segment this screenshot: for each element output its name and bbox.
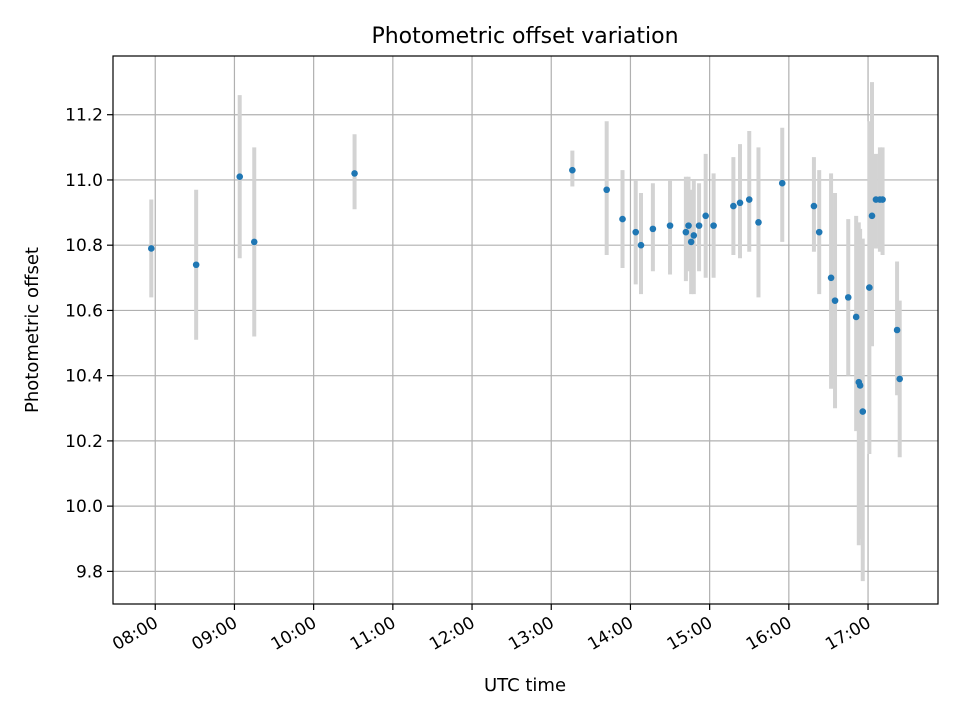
y-tick-label: 11.0 (65, 171, 103, 191)
data-point (682, 228, 690, 236)
x-axis-label: UTC time (484, 675, 566, 696)
data-point (866, 284, 873, 291)
data-points (147, 166, 904, 415)
grid-lines (113, 56, 938, 604)
data-point (687, 238, 695, 246)
data-point (685, 222, 692, 229)
data-point (859, 408, 867, 415)
data-point (637, 241, 645, 249)
x-tick-label: 11:00 (347, 613, 399, 655)
data-point (879, 196, 886, 203)
data-point (844, 294, 852, 301)
data-point (745, 196, 753, 203)
chart-title: Photometric offset variation (371, 24, 678, 49)
data-point (351, 170, 358, 177)
data-point (619, 215, 626, 223)
data-point (236, 173, 244, 180)
data-point (893, 326, 901, 334)
x-tick-label: 17:00 (822, 613, 874, 655)
data-point (730, 202, 737, 210)
data-point (690, 232, 698, 239)
y-tick-label: 10.4 (65, 367, 103, 387)
x-tick-label: 09:00 (189, 613, 241, 655)
data-point (603, 186, 610, 194)
x-tick-label: 10:00 (268, 613, 320, 655)
data-point (702, 212, 709, 220)
data-point (755, 219, 762, 226)
data-point (831, 297, 839, 304)
y-tick-label: 9.8 (76, 562, 103, 582)
data-point (896, 375, 904, 383)
data-point (852, 313, 860, 321)
data-point (815, 228, 823, 236)
y-tick-label: 10.0 (65, 497, 103, 517)
data-point (868, 212, 876, 220)
y-tick-label: 10.6 (65, 301, 103, 321)
data-point (695, 222, 703, 229)
data-point (569, 166, 576, 174)
data-point (649, 225, 657, 233)
x-tick-label: 12:00 (426, 613, 478, 655)
y-tick-label: 11.2 (65, 106, 103, 126)
plot-frame (112, 55, 939, 605)
x-tick-label: 16:00 (743, 613, 795, 655)
data-point (666, 222, 674, 229)
data-point (856, 382, 864, 389)
x-tick-label: 08:00 (109, 613, 161, 655)
data-point (250, 238, 258, 246)
x-tick-label: 13:00 (505, 613, 557, 655)
data-point (778, 179, 786, 187)
x-tick-label: 15:00 (664, 613, 716, 655)
data-point (710, 222, 717, 229)
data-point (827, 274, 835, 282)
y-tick-label: 10.8 (65, 236, 103, 256)
y-axis-ticks: 9.8 10.0 10.2 10.4 10.6 10.8 11.0 11.2 (65, 106, 113, 582)
data-point (810, 202, 818, 210)
x-axis-ticks: 08:00 09:00 10:00 11:00 12:00 13:00 14:00 15:00… (109, 604, 875, 655)
y-tick-label: 10.2 (65, 432, 103, 452)
data-point (736, 199, 744, 207)
data-point (192, 261, 200, 269)
x-tick-label: 14:00 (585, 613, 637, 655)
data-point (632, 228, 640, 236)
data-point (147, 245, 155, 252)
y-axis-label: Photometric offset (22, 247, 43, 413)
